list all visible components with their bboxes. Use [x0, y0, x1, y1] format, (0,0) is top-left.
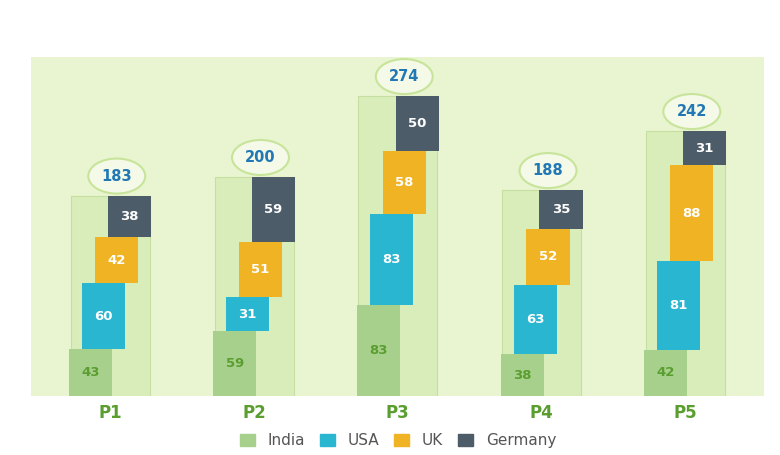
Text: 38: 38 [513, 369, 531, 382]
Text: 42: 42 [108, 254, 126, 267]
Text: 83: 83 [382, 253, 401, 266]
Text: 81: 81 [670, 299, 688, 312]
Text: 35: 35 [551, 203, 570, 216]
Text: 83: 83 [369, 344, 388, 357]
Text: 63: 63 [526, 313, 544, 326]
Text: 274: 274 [389, 69, 420, 84]
FancyBboxPatch shape [646, 131, 725, 396]
Ellipse shape [663, 94, 720, 129]
FancyBboxPatch shape [356, 305, 400, 396]
FancyBboxPatch shape [215, 177, 293, 396]
FancyBboxPatch shape [644, 350, 687, 396]
Text: 58: 58 [395, 176, 413, 189]
Text: 88: 88 [682, 207, 701, 220]
Text: 43: 43 [82, 366, 100, 379]
Text: 188: 188 [533, 163, 563, 178]
FancyBboxPatch shape [69, 349, 112, 396]
FancyBboxPatch shape [108, 196, 151, 238]
Text: 200: 200 [245, 150, 276, 165]
Text: 31: 31 [239, 308, 257, 321]
FancyBboxPatch shape [370, 214, 413, 305]
FancyBboxPatch shape [213, 331, 256, 396]
FancyBboxPatch shape [526, 228, 569, 285]
FancyBboxPatch shape [383, 151, 426, 214]
FancyBboxPatch shape [82, 283, 126, 349]
FancyBboxPatch shape [71, 196, 150, 396]
Text: 31: 31 [696, 142, 714, 155]
FancyBboxPatch shape [670, 165, 714, 261]
FancyBboxPatch shape [226, 298, 269, 331]
FancyBboxPatch shape [501, 354, 544, 396]
FancyBboxPatch shape [502, 190, 581, 396]
Ellipse shape [232, 140, 289, 175]
Text: 38: 38 [120, 210, 139, 223]
Text: 242: 242 [676, 104, 707, 119]
Text: 60: 60 [94, 309, 113, 323]
FancyBboxPatch shape [358, 96, 438, 396]
Text: 51: 51 [251, 263, 270, 276]
FancyBboxPatch shape [540, 190, 583, 228]
Ellipse shape [376, 59, 433, 94]
FancyBboxPatch shape [95, 238, 138, 283]
FancyBboxPatch shape [683, 131, 726, 165]
Text: 42: 42 [657, 366, 675, 379]
FancyBboxPatch shape [395, 96, 439, 151]
FancyBboxPatch shape [658, 261, 700, 350]
Ellipse shape [88, 159, 145, 193]
Text: 50: 50 [408, 117, 427, 130]
FancyBboxPatch shape [513, 285, 557, 354]
Text: Stylish Stacked Column Chart with Integrated Totals: Stylish Stacked Column Chart with Integr… [82, 16, 698, 36]
Text: 52: 52 [539, 251, 557, 263]
Ellipse shape [519, 153, 576, 188]
Text: 183: 183 [101, 168, 132, 183]
FancyBboxPatch shape [252, 177, 295, 242]
Text: 59: 59 [225, 357, 244, 370]
Legend: India, USA, UK, Germany: India, USA, UK, Germany [233, 427, 562, 454]
Text: 59: 59 [264, 203, 282, 216]
FancyBboxPatch shape [239, 242, 282, 298]
